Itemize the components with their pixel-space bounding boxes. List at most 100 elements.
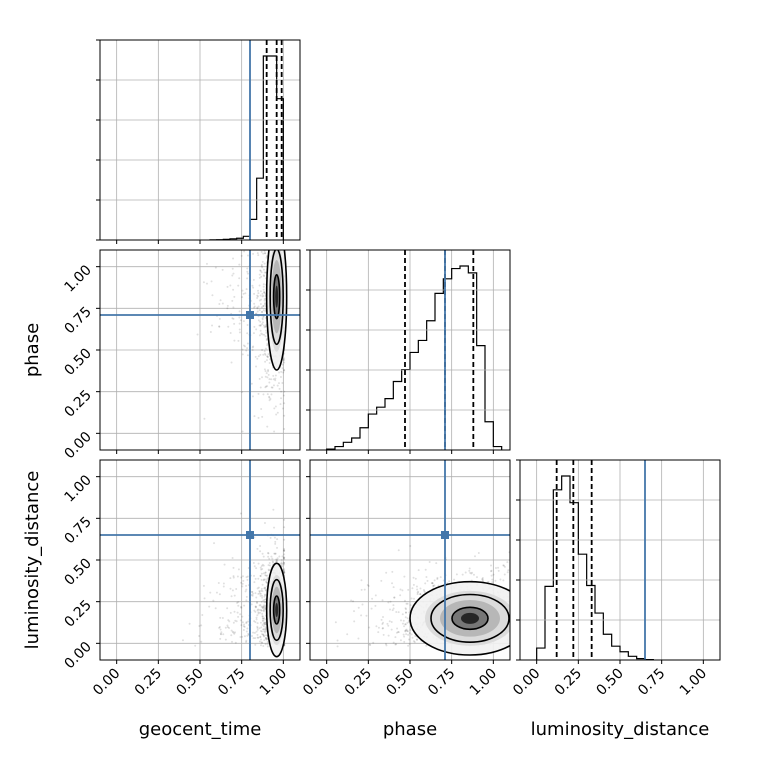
scatter-point: [497, 569, 500, 572]
scatter-point: [528, 623, 530, 625]
scatter-point: [261, 317, 264, 320]
scatter-point: [222, 582, 225, 585]
scatter-point: [538, 601, 540, 603]
scatter-point: [246, 575, 249, 578]
scatter-point: [274, 215, 276, 217]
scatter-point: [264, 571, 267, 574]
scatter-point: [404, 607, 407, 610]
scatter-point: [283, 549, 286, 552]
scatter-point: [270, 555, 273, 558]
scatter-point: [397, 631, 400, 634]
panel-content: [310, 460, 561, 660]
scatter-point: [253, 565, 256, 568]
panel-content: [310, 250, 510, 450]
scatter-point: [550, 622, 552, 624]
scatter-point: [232, 272, 235, 275]
scatter-point: [231, 630, 234, 633]
scatter-point: [263, 587, 266, 590]
x-axis-label: luminosity_distance: [531, 719, 710, 740]
scatter-point: [350, 599, 353, 602]
scatter-point: [259, 574, 262, 577]
scatter-point: [261, 376, 264, 379]
scatter-point: [256, 636, 259, 639]
scatter-point: [283, 571, 286, 574]
scatter-point: [534, 605, 536, 607]
scatter-point: [281, 555, 284, 558]
scatter-point: [280, 245, 282, 247]
scatter-point: [257, 586, 260, 589]
panel-content: [520, 460, 720, 660]
scatter-point: [530, 628, 532, 630]
scatter-point: [266, 376, 269, 379]
x-axis-label: phase: [383, 719, 437, 740]
scatter-point: [251, 594, 254, 597]
scatter-point: [392, 641, 395, 644]
scatter-point: [431, 582, 434, 585]
scatter-point: [404, 616, 407, 619]
scatter-point: [523, 610, 525, 612]
scatter-point: [255, 630, 258, 633]
scatter-point: [245, 640, 248, 643]
scatter-point: [259, 604, 262, 607]
scatter-point: [264, 241, 266, 243]
scatter-point: [262, 283, 265, 286]
scatter-point: [265, 359, 268, 362]
scatter-point: [263, 368, 266, 371]
scatter-point: [260, 250, 263, 253]
scatter-point: [542, 572, 544, 574]
scatter-point: [260, 565, 263, 568]
scatter-point: [263, 275, 266, 278]
scatter-point: [283, 558, 286, 561]
scatter-point: [464, 571, 467, 574]
scatter-point: [394, 636, 397, 639]
scatter-point: [265, 581, 268, 584]
scatter-point: [260, 311, 263, 314]
scatter-point: [257, 292, 260, 295]
scatter-point: [261, 266, 264, 269]
scatter-point: [425, 576, 428, 579]
scatter-point: [262, 204, 264, 206]
scatter-point: [408, 632, 411, 635]
scatter-point: [261, 594, 264, 597]
scatter-point: [521, 633, 523, 635]
scatter-point: [417, 590, 420, 593]
scatter-point: [230, 595, 233, 598]
scatter-point: [254, 610, 257, 613]
scatter-point: [399, 594, 402, 597]
scatter-point: [526, 610, 528, 612]
scatter-point: [238, 263, 241, 266]
scatter-point: [205, 262, 208, 265]
scatter-point: [392, 604, 395, 607]
scatter-point: [262, 285, 265, 288]
scatter-point: [263, 299, 266, 302]
scatter-point: [240, 390, 243, 393]
scatter-point: [198, 624, 201, 627]
scatter-point: [280, 558, 283, 561]
scatter-point: [229, 611, 232, 614]
scatter-point: [242, 292, 245, 295]
scatter-point: [538, 616, 540, 618]
scatter-point: [412, 583, 415, 586]
scatter-point: [559, 611, 561, 613]
scatter-point: [256, 307, 259, 310]
scatter-point: [261, 641, 264, 644]
scatter-point: [261, 552, 264, 555]
scatter-point: [268, 221, 270, 223]
scatter-point: [283, 526, 286, 529]
scatter-point: [273, 407, 276, 410]
scatter-point: [522, 632, 524, 634]
x-tick-label: 0.00: [300, 666, 333, 699]
scatter-point: [241, 353, 244, 356]
scatter-point: [241, 289, 244, 292]
scatter-point: [220, 633, 223, 636]
scatter-point: [524, 627, 526, 629]
scatter-point: [239, 619, 242, 622]
scatter-point: [513, 628, 515, 630]
scatter-point: [261, 606, 264, 609]
scatter-point: [228, 626, 231, 629]
scatter-point: [260, 600, 263, 603]
scatter-point: [245, 584, 248, 587]
scatter-point: [360, 579, 363, 582]
scatter-point: [263, 621, 266, 624]
